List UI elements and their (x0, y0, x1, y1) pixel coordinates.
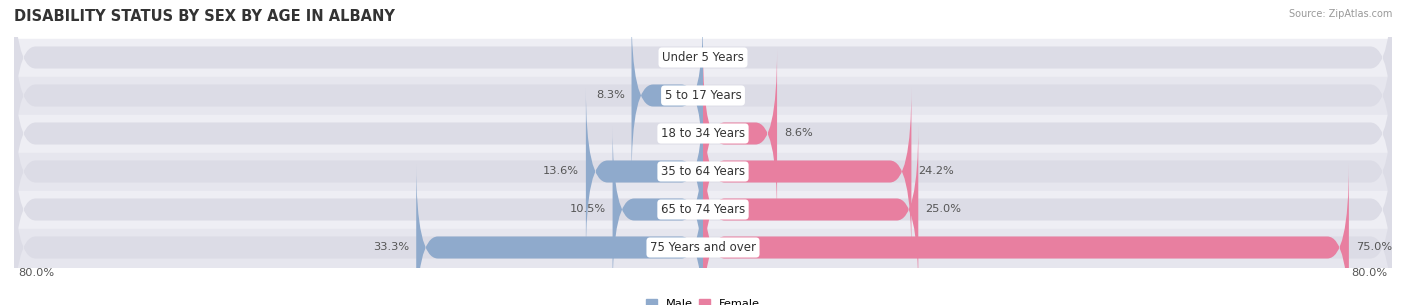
FancyBboxPatch shape (631, 12, 703, 179)
Text: 10.5%: 10.5% (569, 204, 606, 214)
Text: 33.3%: 33.3% (373, 242, 409, 253)
Legend: Male, Female: Male, Female (641, 294, 765, 305)
Text: 80.0%: 80.0% (18, 268, 55, 278)
Text: 24.2%: 24.2% (918, 167, 955, 177)
FancyBboxPatch shape (14, 88, 1392, 256)
FancyBboxPatch shape (703, 49, 778, 217)
Text: 25.0%: 25.0% (925, 204, 962, 214)
Text: 0.0%: 0.0% (668, 128, 696, 138)
FancyBboxPatch shape (14, 12, 1392, 179)
FancyBboxPatch shape (586, 88, 703, 256)
Text: 0.0%: 0.0% (668, 52, 696, 63)
Text: 65 to 74 Years: 65 to 74 Years (661, 203, 745, 216)
Text: 75.0%: 75.0% (1355, 242, 1392, 253)
Bar (14, 152, 1392, 191)
Bar (14, 38, 1392, 77)
Bar (14, 77, 1392, 114)
FancyBboxPatch shape (14, 126, 1392, 293)
Text: 13.6%: 13.6% (543, 167, 579, 177)
FancyBboxPatch shape (14, 163, 1392, 305)
Text: 8.6%: 8.6% (785, 128, 813, 138)
Bar (14, 228, 1392, 267)
Text: 35 to 64 Years: 35 to 64 Years (661, 165, 745, 178)
FancyBboxPatch shape (703, 88, 911, 256)
Text: 18 to 34 Years: 18 to 34 Years (661, 127, 745, 140)
Bar (14, 191, 1392, 228)
Text: 75 Years and over: 75 Years and over (650, 241, 756, 254)
Text: 0.0%: 0.0% (710, 52, 738, 63)
Text: 80.0%: 80.0% (1351, 268, 1388, 278)
Text: 0.0%: 0.0% (710, 91, 738, 101)
Text: 5 to 17 Years: 5 to 17 Years (665, 89, 741, 102)
Bar (14, 114, 1392, 152)
FancyBboxPatch shape (14, 49, 1392, 217)
FancyBboxPatch shape (703, 163, 1348, 305)
Text: Source: ZipAtlas.com: Source: ZipAtlas.com (1288, 9, 1392, 19)
FancyBboxPatch shape (703, 126, 918, 293)
Text: 8.3%: 8.3% (596, 91, 624, 101)
FancyBboxPatch shape (14, 0, 1392, 142)
FancyBboxPatch shape (613, 126, 703, 293)
FancyBboxPatch shape (416, 163, 703, 305)
Text: DISABILITY STATUS BY SEX BY AGE IN ALBANY: DISABILITY STATUS BY SEX BY AGE IN ALBAN… (14, 9, 395, 24)
Text: Under 5 Years: Under 5 Years (662, 51, 744, 64)
